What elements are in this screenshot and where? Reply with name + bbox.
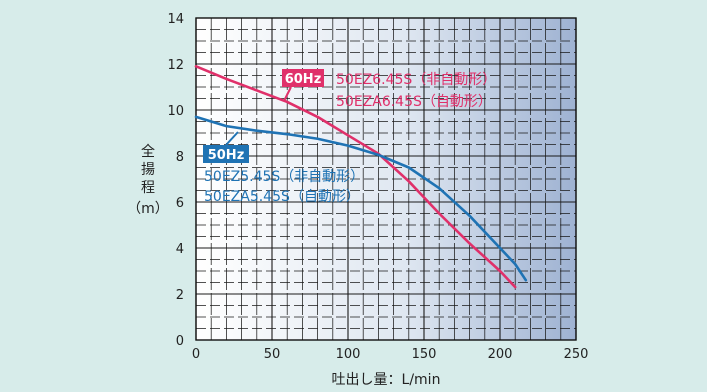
x-tick-label: 150	[412, 347, 437, 362]
series-lines	[194, 65, 528, 289]
legend-50hz-pointer	[225, 131, 239, 146]
y-tick-label: 2	[176, 288, 184, 303]
x-tick-label: 200	[488, 347, 513, 362]
y-tick-label: 10	[167, 104, 184, 119]
legend-60hz-box	[282, 69, 324, 87]
y-tick-label: 0	[176, 334, 184, 349]
y-tick-label: 14	[167, 12, 184, 27]
legend-50hz-model-2: 50EZA5.45S（自動形）	[204, 189, 360, 205]
legend-60hz-model-2: 50EZA6.45S（自動形）	[336, 94, 492, 110]
x-tick-label: 100	[336, 347, 361, 362]
legend-60hz-label: 60Hz	[285, 72, 322, 87]
y-tick-label: 12	[167, 58, 184, 73]
y-axis-label-unit: （m）	[127, 201, 169, 217]
series-line-60hz	[194, 65, 517, 289]
y-axis-label-char-2: 揚	[141, 161, 155, 178]
x-tick-label: 50	[264, 347, 281, 362]
x-tick-label: 0	[192, 347, 200, 362]
y-tick-label: 6	[176, 196, 184, 211]
tick-labels: 0 50 100 150 200 250 0 2 4 6 8 10 12 14	[167, 12, 588, 362]
x-tick-label: 250	[564, 347, 589, 362]
plot-frame	[195, 17, 577, 341]
legend-60hz-pointer	[283, 86, 292, 102]
y-tick-label: 4	[176, 242, 184, 257]
y-axis-label-char-1: 全	[141, 143, 155, 160]
legend-60hz-model-1: 50EZ6.45S（非自動形）	[336, 72, 496, 88]
legend-50hz-model-1: 50EZ5.45S（非自動形）	[204, 169, 364, 185]
series-line-50hz	[194, 115, 528, 282]
y-axis-label-char-3: 程	[141, 180, 155, 196]
axes	[195, 17, 577, 341]
y-tick-label: 8	[176, 150, 184, 165]
x-axis-label: 吐出し量：L/min	[332, 372, 441, 388]
legend-50hz-label: 50Hz	[208, 148, 245, 163]
legend-50hz-box	[203, 145, 249, 163]
